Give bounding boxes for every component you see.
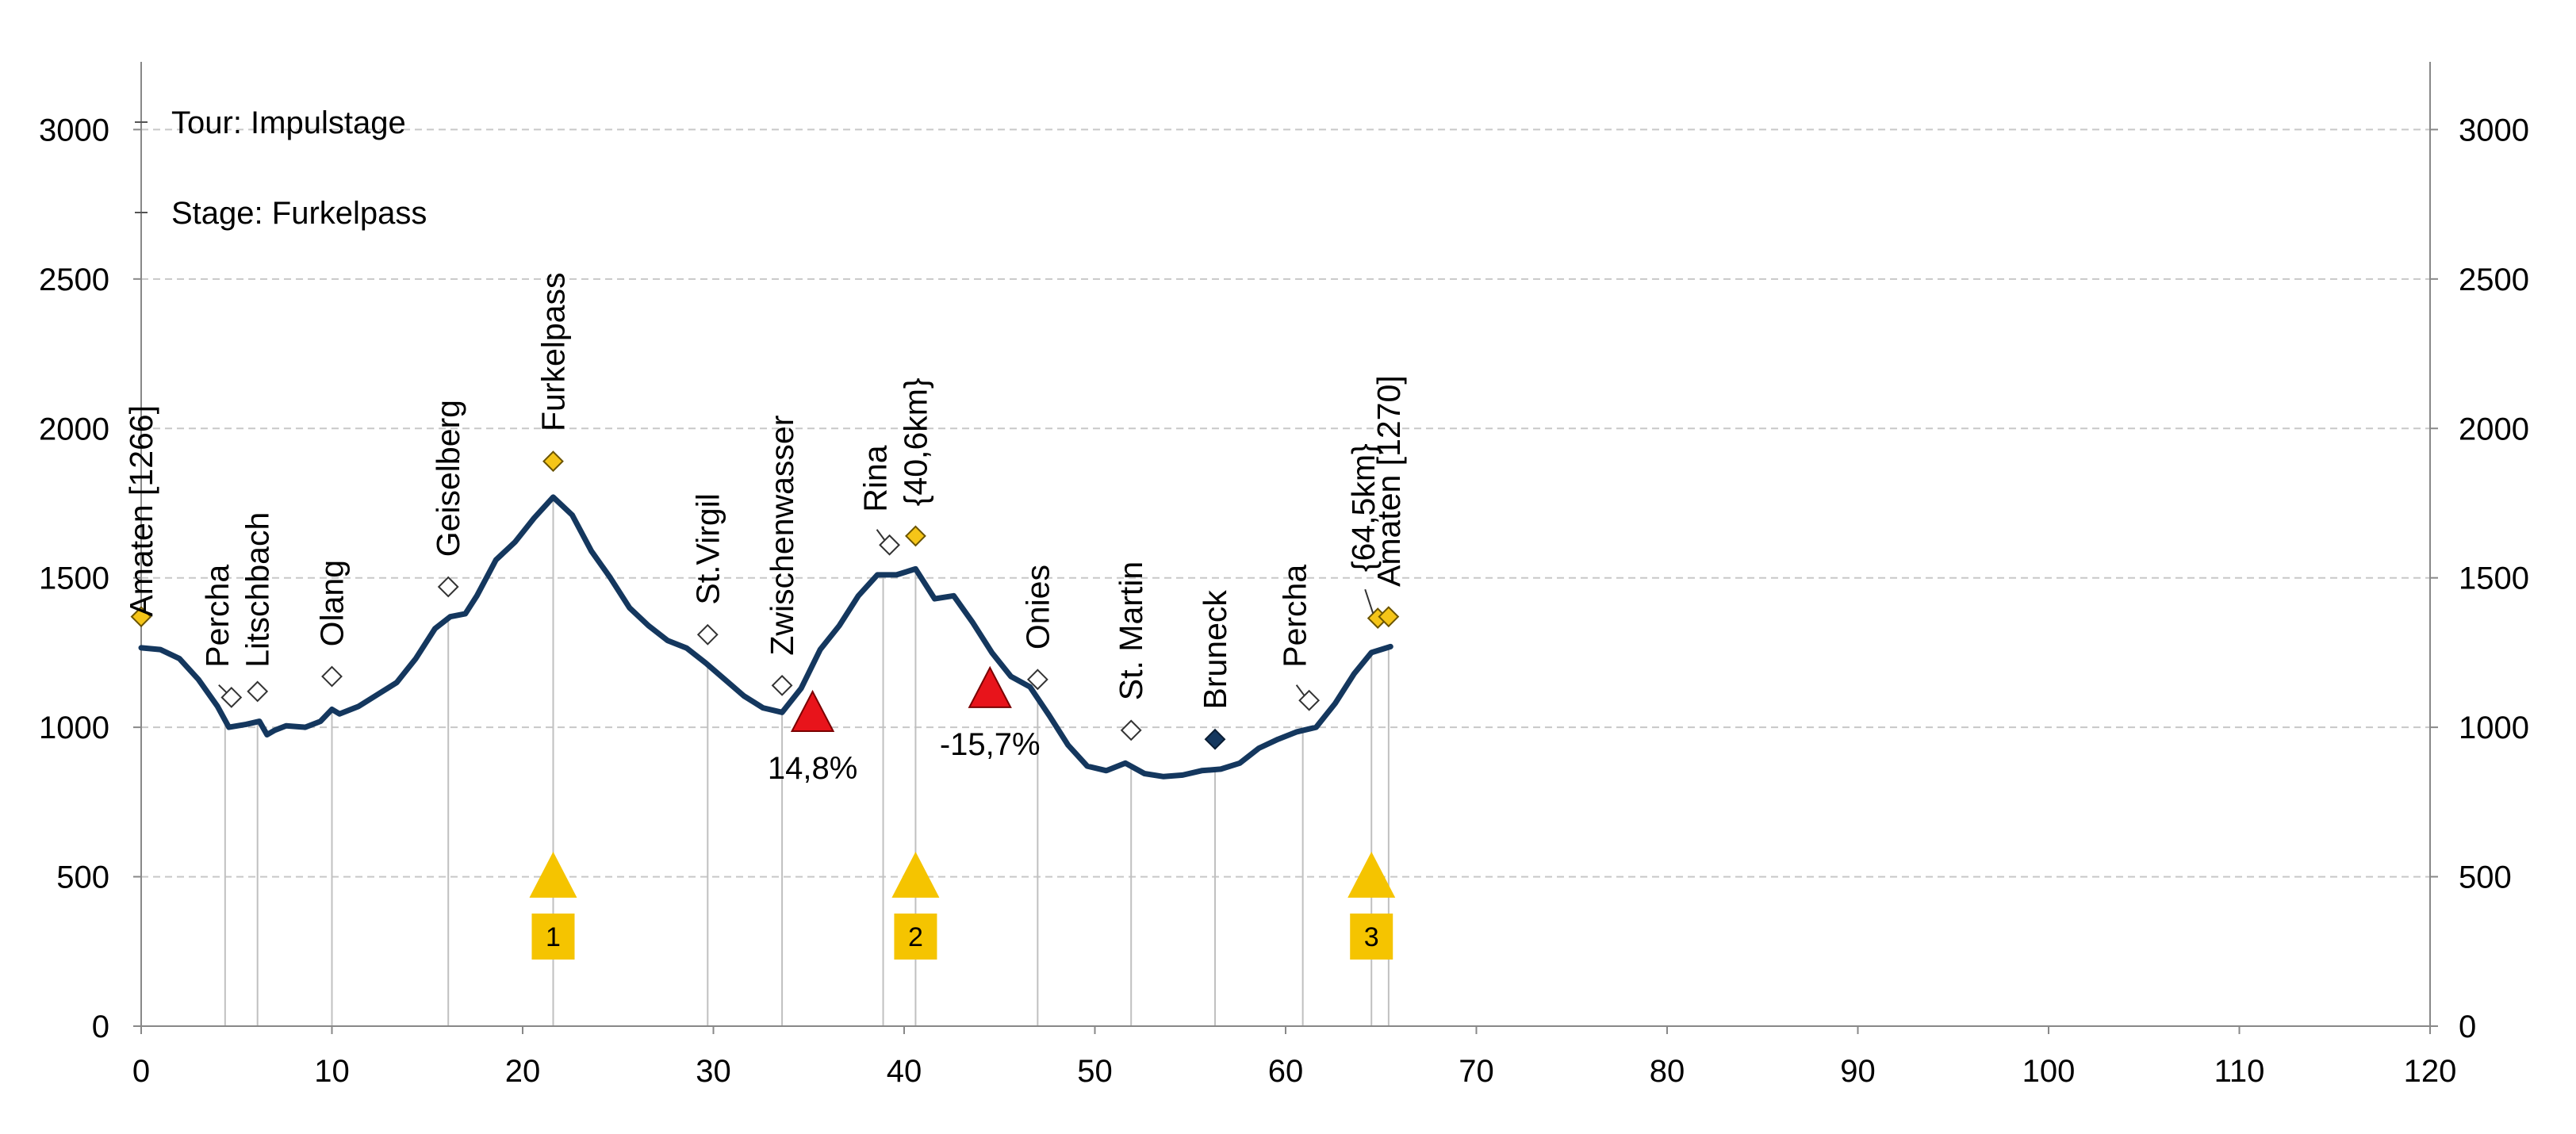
y-tick-label: 3000: [39, 113, 109, 147]
waypoint-marker: [1204, 728, 1226, 750]
waypoint-marker: [321, 665, 343, 688]
x-tick-label: 20: [505, 1054, 541, 1089]
gradient-label: 14,8%: [768, 751, 857, 786]
gradient-marker: [968, 665, 1012, 708]
y-tick-label-right: 1000: [2459, 711, 2529, 745]
y-tick-label: 2500: [39, 262, 109, 297]
y-axis-right-labels: 0 500 1000 1500 2000 2500 3000: [2459, 113, 2529, 1044]
y-tick-label: 500: [56, 860, 109, 895]
gradient-markers: 14,8% -15,7%: [768, 665, 1041, 786]
x-tick-label: 60: [1268, 1054, 1304, 1089]
waypoint-label: Rina: [857, 445, 894, 512]
waypoint-label: {64,5km}: [1345, 443, 1382, 572]
waypoint-marker: [771, 674, 793, 696]
leader-line: [218, 684, 228, 694]
y-tick-label: 1500: [39, 561, 109, 596]
gradient-marker: [790, 689, 835, 733]
x-tick-label: 0: [132, 1054, 150, 1089]
waypoint-label: Olang: [314, 560, 351, 646]
y-tick-label-right: 2500: [2459, 262, 2529, 297]
climb-number: 2: [908, 922, 923, 952]
waypoint-droplines: [224, 496, 1390, 1026]
climb-markers: 1 2 3: [529, 852, 1396, 960]
waypoint-marker: [437, 576, 459, 598]
waypoint-label: Litschbach: [240, 512, 276, 668]
gradient-label: -15,7%: [940, 727, 1041, 762]
waypoint-label: St. Martin: [1113, 561, 1149, 700]
gridlines: [141, 128, 2430, 878]
x-tick-label: 50: [1077, 1054, 1113, 1089]
waypoint-label: Furkelpass: [535, 273, 571, 432]
waypoint-label: Amaten [1270]: [1370, 375, 1407, 587]
axes: [133, 62, 2438, 1034]
waypoint-label: Percha: [199, 565, 236, 668]
y-tick-label-right: 2000: [2459, 412, 2529, 446]
climb-box: [531, 914, 575, 960]
climb-box: [1350, 914, 1393, 960]
waypoint-markers: [130, 450, 1400, 750]
profile-line: [138, 494, 1393, 780]
waypoint-labels: Amaten [1266] Percha Litschbach OlangGeisel…: [123, 273, 1407, 710]
x-axis-labels: 0 10 20 30 40 50 60 70 80 90 100 110 120: [132, 1054, 2457, 1089]
waypoint-marker: [1120, 719, 1142, 741]
y-tick-label-right: 3000: [2459, 113, 2529, 147]
stage-label: Stage: Furkelpass: [171, 196, 427, 231]
waypoint-label: {40,6km}: [897, 377, 933, 506]
waypoint-marker: [1378, 606, 1400, 628]
y-tick-label: 1000: [39, 711, 109, 745]
waypoint-label: Onies: [1019, 565, 1056, 649]
y-axis-left-labels: 0 500 1000 1500 2000 2500 3000: [39, 113, 109, 1044]
x-tick-label: 10: [314, 1054, 350, 1089]
elevation-profile: [138, 494, 1393, 780]
waypoint-label: Percha: [1277, 565, 1313, 668]
climb-number: 3: [1364, 922, 1379, 952]
climb-triangle: [891, 852, 940, 898]
x-tick-label: 110: [2214, 1054, 2265, 1089]
waypoint-label: St.Virgil: [689, 493, 726, 605]
waypoint-label: Zwischenwasser: [764, 416, 800, 656]
waypoint-marker: [905, 525, 926, 547]
waypoint-marker: [247, 680, 269, 703]
y-tick-label: 0: [92, 1009, 109, 1044]
x-tick-label: 80: [1650, 1054, 1685, 1089]
waypoint-marker: [130, 606, 152, 628]
x-tick-label: 120: [2404, 1054, 2457, 1089]
leader-line: [876, 529, 886, 541]
waypoint-marker: [1026, 669, 1048, 691]
leader-line: [1295, 684, 1305, 696]
waypoint-label: Bruneck: [1197, 590, 1233, 710]
waypoint-label: Geiselberg: [430, 400, 466, 557]
climb-triangle: [1347, 852, 1396, 898]
leader-line: [1364, 588, 1374, 614]
tour-label: Tour: Impulstage: [171, 105, 406, 140]
x-tick-label: 30: [696, 1054, 731, 1089]
y-tick-label: 2000: [39, 412, 109, 446]
x-tick-label: 70: [1459, 1054, 1494, 1089]
climb-box: [894, 914, 937, 960]
y-tick-label-right: 0: [2459, 1009, 2476, 1044]
x-tick-label: 40: [887, 1054, 922, 1089]
waypoint-label: Amaten [1266]: [123, 405, 159, 617]
x-tick-label: 90: [1840, 1054, 1876, 1089]
y-tick-label-right: 500: [2459, 860, 2512, 895]
y-tick-label-right: 1500: [2459, 561, 2529, 596]
waypoint-marker: [696, 623, 719, 646]
climb-number: 1: [546, 922, 561, 952]
x-tick-label: 100: [2022, 1054, 2076, 1089]
waypoint-marker: [542, 450, 564, 473]
tour-info: Tour: Impulstage Stage: Furkelpass: [171, 105, 427, 231]
climb-triangle: [529, 852, 577, 898]
